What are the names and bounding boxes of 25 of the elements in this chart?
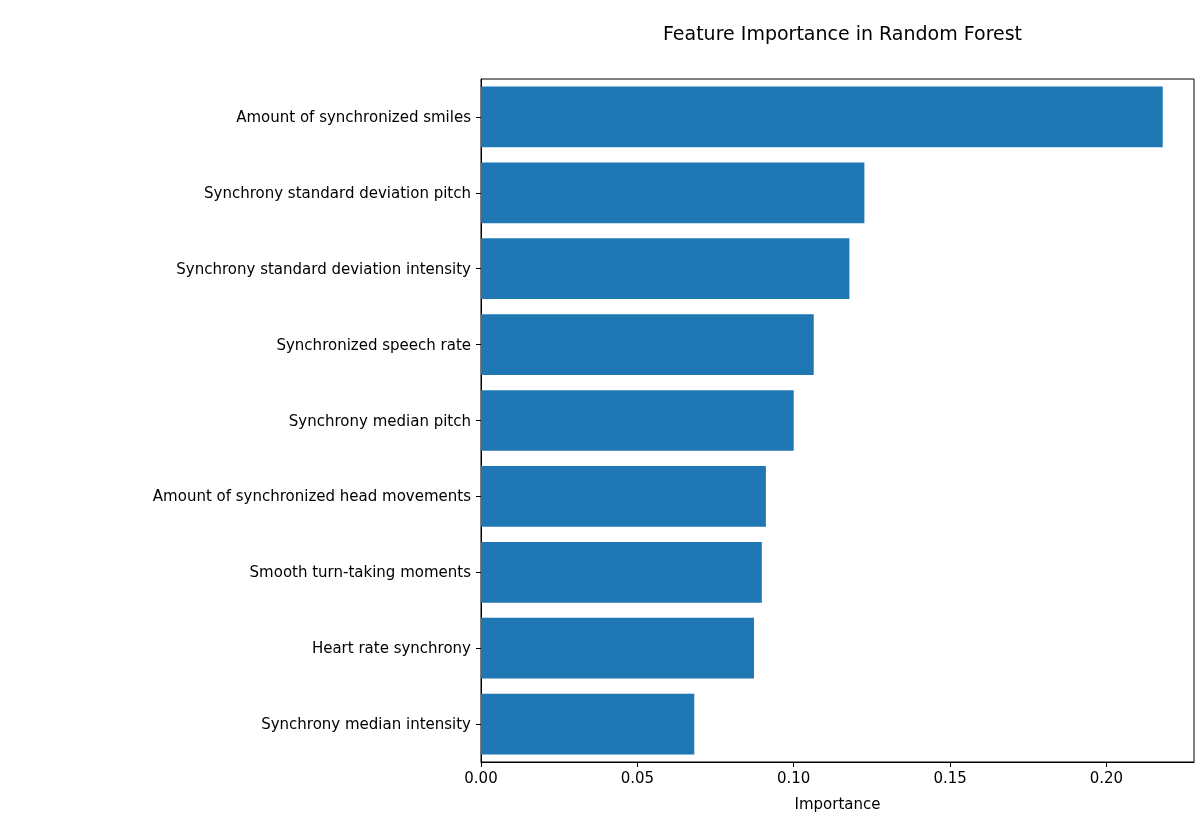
x-axis-title: Importance — [794, 794, 881, 813]
x-tick-label: 0.10 — [777, 768, 811, 787]
y-tick-label: Synchrony standard deviation pitch — [204, 183, 471, 202]
y-tick-label: Heart rate synchrony — [311, 639, 472, 658]
bar — [481, 617, 754, 679]
y-tick-label: Synchrony median pitch — [288, 411, 471, 430]
bar — [481, 541, 762, 603]
bar — [481, 693, 695, 755]
x-tick-label: 0.15 — [933, 768, 967, 787]
y-tick-label: Amount of synchronized smiles — [236, 107, 472, 126]
bar — [481, 466, 766, 527]
x-tick-label: 0.20 — [1089, 768, 1124, 787]
x-tick-label: 0.05 — [620, 768, 655, 787]
y-tick-label: Synchronized speech rate — [276, 335, 471, 354]
y-tick-label: Synchrony median intensity — [261, 715, 472, 734]
y-tick-label: Amount of synchronized head movements — [152, 487, 472, 506]
x-tick-label: 0.00 — [464, 768, 498, 787]
bar — [481, 314, 814, 375]
y-tick-label: Smooth turn-taking moments — [249, 563, 472, 582]
chart-title: Feature Importance in Random Forest — [662, 21, 1023, 44]
bar — [481, 162, 865, 224]
bar — [481, 238, 850, 300]
bar — [481, 86, 1163, 148]
bar — [481, 390, 794, 451]
y-tick-label: Synchrony standard deviation intensity — [176, 259, 472, 278]
